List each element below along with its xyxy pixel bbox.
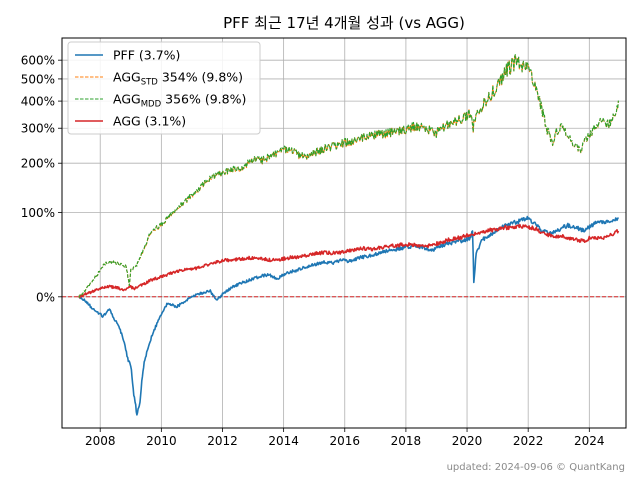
- plot-frame: [61, 37, 627, 429]
- x-tick-label: 2020: [452, 434, 483, 448]
- x-tick-label: 2022: [513, 434, 544, 448]
- legend-entry-label: AGG (3.1%): [113, 114, 186, 129]
- series-line-agg-mdd: [78, 54, 619, 298]
- series-line-agg: [78, 223, 620, 299]
- y-tick-label: 0%: [36, 290, 55, 304]
- x-tick-label: 2018: [391, 434, 422, 448]
- legend-entry-label: AGGSTD 354% (9.8%): [113, 70, 243, 88]
- y-tick-label: 600%: [21, 54, 55, 68]
- series-lines: [78, 54, 620, 416]
- y-tick-label: 200%: [21, 157, 55, 171]
- y-tick-label: 400%: [21, 95, 55, 109]
- x-tick-label: 2024: [574, 434, 605, 448]
- x-tick-label: 2016: [329, 434, 360, 448]
- legend-entry-label: AGGMDD 356% (9.8%): [113, 92, 246, 110]
- legend-entry-base: AGG (3.1%): [113, 114, 186, 129]
- legend-entry-label: PFF (3.7%): [113, 48, 180, 63]
- x-tick-label: 2012: [207, 434, 238, 448]
- grid: [62, 38, 626, 428]
- y-axis: 0% 100% 200% 300% 400% 500% 600%: [21, 54, 62, 304]
- footer-credit: updated: 2024-09-06 © QuantKang: [446, 462, 625, 473]
- x-tick-label: 2008: [85, 434, 116, 448]
- legend-entry-base: PFF (3.7%): [113, 48, 180, 63]
- legend-entry-subscript: STD: [141, 78, 159, 88]
- legend-entry-subscript: MDD: [141, 100, 162, 110]
- legend-entry-rest: 354% (9.8%): [158, 70, 243, 85]
- legend-entry-rest: 356% (9.8%): [161, 92, 246, 107]
- chart-title: PFF 최근 17년 4개월 성과 (vs AGG): [223, 14, 465, 32]
- legend-box: [67, 41, 261, 135]
- series-line-pff: [78, 215, 620, 416]
- y-tick-label: 100%: [21, 206, 55, 220]
- x-tick-label: 2010: [146, 434, 177, 448]
- x-axis: 2008 2010 2012 2014 2016 2018 2020 2022 2024: [85, 428, 605, 448]
- legend-entry-base: AGG: [113, 92, 141, 107]
- x-tick-label: 2014: [268, 434, 299, 448]
- legend: PFF (3.7%)AGGSTD 354% (9.8%)AGGMDD 356% …: [67, 41, 261, 135]
- y-tick-label: 300%: [21, 122, 55, 136]
- legend-entry-base: AGG: [113, 70, 141, 85]
- y-tick-label: 500%: [21, 72, 55, 86]
